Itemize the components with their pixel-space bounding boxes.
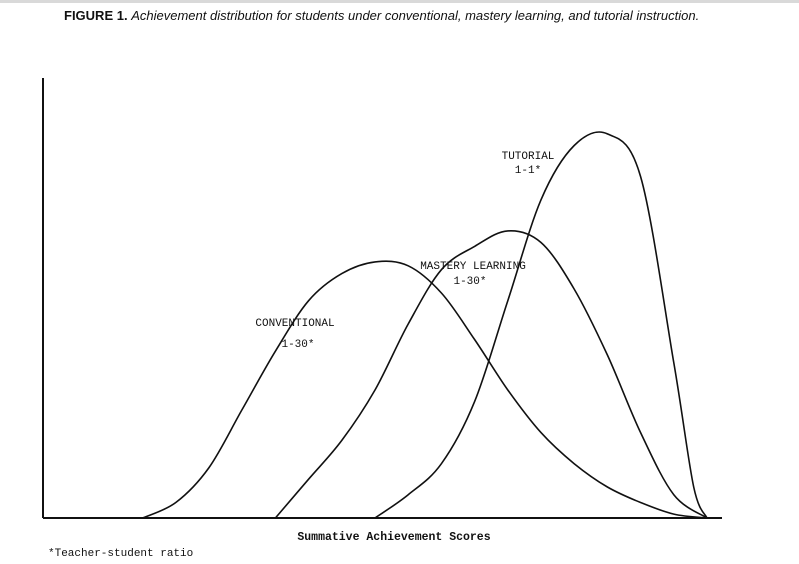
tutorial-curve	[374, 131, 708, 519]
figure-caption: FIGURE 1. Achievement distribution for s…	[64, 8, 754, 23]
series-layer	[142, 131, 708, 519]
mastery-learning-label: MASTERY LEARNING	[420, 261, 526, 273]
conventional-label: CONVENTIONAL	[255, 318, 334, 330]
conventional-ratio-label: 1-30*	[281, 339, 314, 351]
x-axis-label: Summative Achievement Scores	[297, 531, 490, 544]
footnote: *Teacher-student ratio	[48, 548, 194, 560]
figure-caption-text: Achievement distribution for students un…	[131, 8, 700, 23]
mastery-learning-ratio-label: 1-30*	[453, 276, 486, 288]
conventional-curve	[142, 260, 708, 519]
mastery-learning-curve	[274, 229, 708, 519]
top-rule	[0, 0, 799, 3]
figure-label: FIGURE 1.	[64, 8, 128, 23]
tutorial-label: TUTORIAL	[502, 151, 555, 163]
tutorial-ratio-label: 1-1*	[515, 165, 541, 177]
